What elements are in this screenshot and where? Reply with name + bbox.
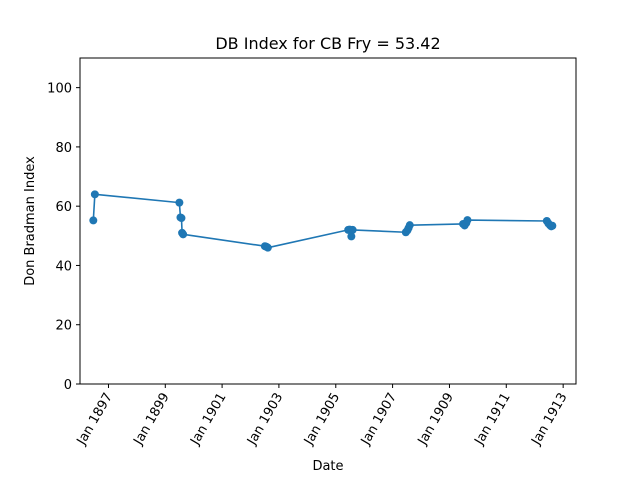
data-point bbox=[90, 190, 99, 199]
data-point bbox=[348, 225, 357, 234]
y-tick-label: 20 bbox=[55, 319, 72, 334]
data-point bbox=[179, 230, 188, 239]
data-point bbox=[347, 232, 356, 241]
y-axis-ticks: 0 20 40 60 80 100 bbox=[47, 82, 80, 393]
data-point bbox=[175, 198, 184, 207]
y-tick-label: 0 bbox=[64, 378, 72, 393]
plot-frame bbox=[79, 57, 577, 385]
data-point bbox=[548, 221, 557, 230]
data-point bbox=[177, 214, 186, 223]
y-tick-label: 80 bbox=[55, 141, 72, 156]
y-tick-label: 40 bbox=[55, 259, 72, 274]
y-tick-label: 100 bbox=[47, 82, 72, 97]
y-axis-label: Don Bradman Index bbox=[23, 156, 38, 286]
series-layer bbox=[89, 190, 557, 252]
data-point bbox=[405, 221, 414, 230]
x-axis-label: Date bbox=[312, 459, 343, 474]
data-point bbox=[89, 216, 98, 225]
chart-title: DB Index for CB Fry = 53.42 bbox=[215, 34, 440, 53]
data-point bbox=[263, 243, 272, 252]
y-tick-label: 60 bbox=[55, 200, 72, 215]
data-point bbox=[463, 216, 472, 225]
